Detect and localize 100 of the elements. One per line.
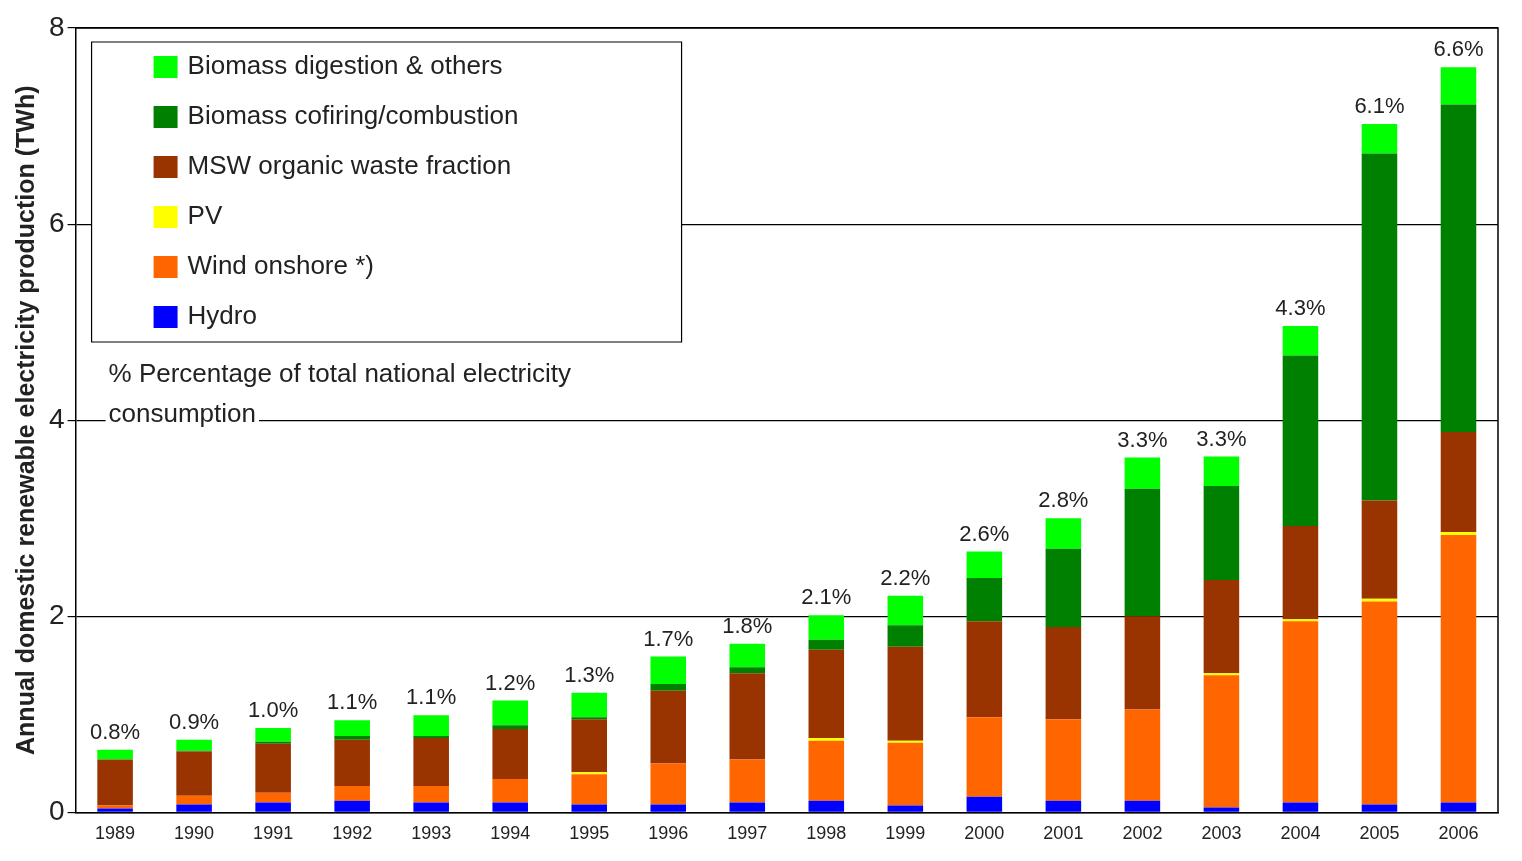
- bar: [1203, 456, 1240, 486]
- bar: [1361, 804, 1398, 812]
- bar: [571, 804, 608, 812]
- x-tick-label: 1991: [253, 823, 294, 844]
- bar: [1361, 601, 1398, 805]
- bar: [255, 743, 291, 793]
- bar: [492, 729, 528, 780]
- bar: [1045, 518, 1082, 549]
- bar: [808, 615, 845, 640]
- bar: [729, 673, 766, 760]
- bar: [255, 792, 291, 803]
- bar: [1045, 627, 1082, 720]
- x-tick-label: 1994: [490, 823, 531, 844]
- bar: [887, 625, 924, 647]
- bar: [966, 578, 1003, 622]
- annotation: 0.9%: [169, 708, 220, 734]
- bar: [1045, 719, 1082, 801]
- x-tick-label: 1990: [174, 823, 215, 844]
- y-axis-title: Annual domestic renewable electricity production (TWh): [10, 85, 39, 755]
- bar: [571, 774, 608, 805]
- bar: [334, 735, 370, 740]
- bar: [1045, 800, 1082, 812]
- annotation: 2.6%: [959, 520, 1010, 546]
- bar: [334, 739, 370, 786]
- bar: [334, 720, 370, 736]
- legend-label: Hydro: [187, 300, 257, 331]
- x-tick-label: 1992: [332, 823, 373, 844]
- annotation: 1.8%: [722, 612, 773, 638]
- bar: [1440, 802, 1477, 812]
- bar: [1440, 531, 1477, 535]
- x-tick-label: 1998: [806, 823, 847, 844]
- annotation: 6.6%: [1433, 36, 1484, 62]
- bar: [1440, 431, 1477, 532]
- x-tick-label: 2005: [1359, 823, 1400, 844]
- annotation: 2.1%: [801, 584, 852, 610]
- bar: [492, 802, 528, 812]
- bar: [176, 751, 212, 796]
- annotation: 0.8%: [90, 718, 141, 744]
- bar: [1361, 598, 1398, 602]
- annotation: 1.1%: [406, 684, 457, 710]
- bar: [1203, 485, 1240, 581]
- bar: [413, 737, 449, 786]
- bar: [1282, 526, 1319, 620]
- bar: [887, 742, 924, 806]
- bar: [255, 802, 291, 812]
- annotation: 1.3%: [564, 661, 615, 687]
- annotation: 1.0%: [248, 697, 299, 723]
- x-tick-label: 1989: [95, 823, 136, 844]
- bar: [1440, 104, 1477, 432]
- bar: [492, 779, 528, 803]
- bar: [966, 621, 1003, 718]
- x-tick-label: 1996: [648, 823, 689, 844]
- legend-label: PV: [187, 200, 223, 231]
- annotation: 1.2%: [485, 669, 536, 695]
- bar: [808, 649, 845, 738]
- bar: [966, 717, 1003, 797]
- x-tick-label: 2003: [1201, 823, 1242, 844]
- bar: [1361, 153, 1398, 501]
- annotation: % Percentage of total national electricity consumption: [108, 358, 572, 429]
- y-tick-label: 6: [48, 206, 65, 238]
- bar: [650, 804, 687, 812]
- x-tick-label: 1997: [727, 823, 768, 844]
- bar: [334, 800, 370, 812]
- bar: [1361, 500, 1398, 599]
- bar: [176, 739, 212, 751]
- bar: [97, 749, 133, 760]
- x-tick-label: 1993: [411, 823, 452, 844]
- bar: [1203, 807, 1240, 812]
- bar: [1361, 124, 1398, 154]
- bar: [808, 740, 845, 801]
- annotation: 2.2%: [880, 564, 931, 590]
- bar: [729, 667, 766, 674]
- y-tick-label: 8: [48, 10, 65, 42]
- bar: [1124, 616, 1161, 710]
- bar: [887, 805, 924, 812]
- bar: [1440, 67, 1477, 105]
- y-tick-label: 0: [48, 795, 65, 827]
- bar: [1045, 548, 1082, 628]
- bar: [492, 725, 528, 730]
- annotation: 6.1%: [1354, 93, 1405, 119]
- annotation: 3.3%: [1117, 426, 1168, 452]
- y-tick-label: 2: [48, 599, 65, 631]
- bar: [571, 692, 608, 718]
- bar: [97, 759, 133, 806]
- bar: [1282, 326, 1319, 356]
- y-tick-label: 4: [48, 402, 65, 434]
- legend-label: Biomass digestion & others: [187, 50, 503, 81]
- bar: [650, 656, 687, 684]
- bar: [1282, 355, 1319, 527]
- bar: [413, 785, 449, 803]
- x-tick-label: 2006: [1438, 823, 1479, 844]
- bar: [255, 728, 291, 742]
- bar: [887, 646, 924, 741]
- x-tick-label: 2001: [1043, 823, 1084, 844]
- bar: [808, 800, 845, 812]
- bar: [571, 719, 608, 773]
- bar: [650, 690, 687, 764]
- x-tick-label: 2000: [964, 823, 1005, 844]
- bar: [1124, 457, 1161, 489]
- bar: [1203, 675, 1240, 808]
